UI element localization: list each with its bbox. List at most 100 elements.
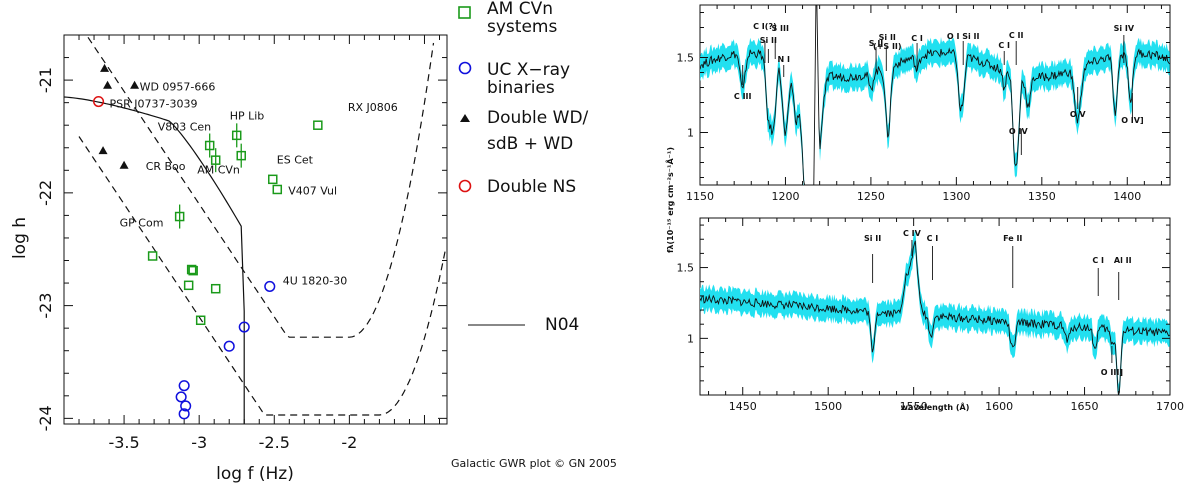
x-tick-label: 1450 xyxy=(729,400,757,413)
point-label: RX J0806 xyxy=(348,101,398,114)
doublewd-point xyxy=(98,146,108,155)
line-id-label: Al II xyxy=(1114,256,1132,265)
sensitivity-curve-lower xyxy=(78,136,447,416)
line-id-label: S III xyxy=(771,24,789,33)
amcvn-point xyxy=(183,280,194,291)
legend-label-doublewd: Double WD/sdB + WD xyxy=(487,108,589,154)
ucxrb-point xyxy=(238,321,250,333)
y-tick-label: -21 xyxy=(36,67,55,93)
ucxrb-point xyxy=(223,340,235,352)
spectrum-bottom-panel: 1450 1500 1550 1600 1650 1700 1.5 1 Si II C IV C … xyxy=(677,217,1184,413)
spectrum-top-frame xyxy=(699,4,1171,186)
x-tick-label: 1300 xyxy=(942,190,970,203)
line-id-label: Si II xyxy=(879,33,896,42)
gwr-data-points: RX J0806 V803 Cen HP Lib CR Boo AM CVn ES Cet… xyxy=(92,63,398,420)
y-tick-label: -23 xyxy=(36,293,55,319)
legend-marker-doublewd xyxy=(460,114,470,122)
x-tick-label: -2 xyxy=(341,433,357,452)
amcvn-point xyxy=(186,264,197,275)
point-label: WD 0957-666 xyxy=(140,81,216,94)
legend-label-amcvn: AM CVn systems xyxy=(487,0,557,37)
spectrum-top-panel: 1150 1200 1250 1300 1350 1400 1.5 1 C III C I(?)… xyxy=(677,4,1171,203)
legend-label-ucxrb: UC X−ray binaries xyxy=(487,60,570,98)
legend-label-doublens: Double NS xyxy=(487,177,576,197)
y-tick-label: -22 xyxy=(36,180,55,206)
line-id-label: O V xyxy=(1070,110,1087,119)
spectrum-top-error-band xyxy=(700,5,1170,185)
doublewd-point xyxy=(100,63,110,72)
x-tick-label: 1550 xyxy=(900,400,928,413)
amcvn-point xyxy=(195,315,206,326)
gwr-ticks: -3.5 -3 -2.5 -2 -21 -22 -23 -24 xyxy=(36,34,447,452)
y-tick-label: 1 xyxy=(687,127,694,140)
ucxrb-point xyxy=(264,280,276,292)
line-id-label: C I xyxy=(911,34,923,43)
y-tick-label: 1.5 xyxy=(677,52,695,65)
x-tick-label: -3.5 xyxy=(108,433,139,452)
point-label: PSR J0737-3039 xyxy=(110,98,198,111)
x-tick-label: -2.5 xyxy=(259,433,290,452)
point-label: V803 Cen xyxy=(158,120,211,133)
amcvn-point xyxy=(147,251,158,261)
line-id-label: C II xyxy=(1009,31,1024,40)
legend-marker-amcvn xyxy=(458,6,471,19)
line-id-label: O I Si II xyxy=(947,32,980,41)
line-id-label: C III xyxy=(734,92,752,101)
point-label: CR Boo xyxy=(146,160,186,173)
flux-line xyxy=(699,4,1171,186)
line-id-label: Si II xyxy=(864,234,881,243)
gwr-ylabel: log h xyxy=(10,217,30,259)
point-label: V407 Vul xyxy=(288,184,337,197)
line-id-label: (+S II) xyxy=(873,42,902,51)
point-label: HP Lib xyxy=(230,109,265,122)
amcvn-point xyxy=(210,283,221,294)
ucxrb-point xyxy=(178,408,190,420)
amcvn-point xyxy=(313,120,323,130)
legend-marker-doublens xyxy=(458,179,472,193)
y-tick-label: -24 xyxy=(36,405,55,431)
line-id-label: C I xyxy=(927,234,939,243)
x-tick-label: 1500 xyxy=(814,400,842,413)
sensitivity-curve-upper xyxy=(87,36,435,338)
spectrum-xlabel: wavelength (Å) xyxy=(901,402,970,412)
spectrum-top-ticks: 1150 1200 1250 1300 1350 1400 1.5 1 xyxy=(677,5,1170,203)
legend-marker-ucxrb xyxy=(458,61,472,75)
x-tick-label: 1350 xyxy=(1028,190,1056,203)
spectrum-bottom-line-ids: Si II C IV C I Fe II C I Al II O III] xyxy=(864,229,1132,377)
line-id-label: O III] xyxy=(1101,368,1123,377)
doublewd-point xyxy=(130,80,140,89)
doublens-point xyxy=(92,95,105,108)
spectrum-ylabel: fλ(10⁻¹⁵ erg cm⁻²s⁻¹Å⁻¹) xyxy=(665,147,675,253)
line-id-label: N I xyxy=(778,55,790,64)
point-label: AM CVn xyxy=(197,164,240,177)
ucxrb-point xyxy=(180,400,192,412)
x-tick-label: 1400 xyxy=(1113,190,1141,203)
amcvn-point xyxy=(272,184,283,195)
n04-background-curve xyxy=(63,96,245,424)
x-tick-label: 1150 xyxy=(686,190,714,203)
y-tick-label: 1 xyxy=(687,332,694,345)
x-tick-label: -3 xyxy=(191,433,207,452)
line-id-label: C I xyxy=(1092,256,1104,265)
ucxrb-point xyxy=(175,391,187,403)
spectrum-bottom-ticks: 1450 1500 1550 1600 1650 1700 1.5 1 xyxy=(677,218,1184,413)
ucxrb-point xyxy=(178,380,190,392)
gwr-xlabel: log f (Hz) xyxy=(216,464,294,484)
x-tick-label: 1250 xyxy=(857,190,885,203)
x-tick-label: 1200 xyxy=(771,190,799,203)
gwr-sensitivity-curves xyxy=(63,36,447,424)
error-band xyxy=(700,229,1170,395)
amcvn-point xyxy=(188,265,198,276)
x-tick-label: 1650 xyxy=(1071,400,1099,413)
line-id-label: S II xyxy=(869,39,884,48)
flux-line xyxy=(699,240,1170,396)
line-id-label: C IV xyxy=(903,229,922,238)
y-tick-label: 1.5 xyxy=(677,262,695,275)
point-label: ES Cet xyxy=(277,153,314,166)
line-id-label: O IV xyxy=(1009,127,1029,136)
point-label: 4U 1820-30 xyxy=(283,274,348,287)
gwr-legend: AM CVn systems UC X−ray binaries Double WD… xyxy=(458,0,589,335)
line-id-label: O IV] xyxy=(1121,116,1143,125)
doublewd-point xyxy=(119,160,129,169)
doublewd-point xyxy=(103,80,113,89)
